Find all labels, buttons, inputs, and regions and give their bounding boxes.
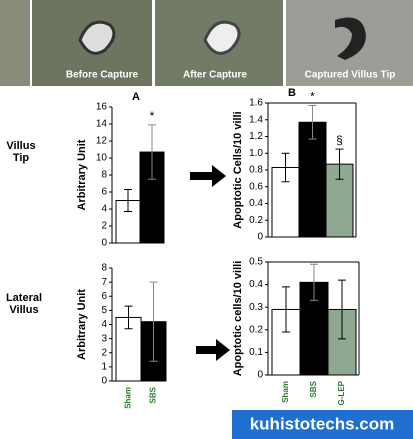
y-tick-label: 0.5	[249, 257, 263, 268]
x-tick-label: SBS	[149, 386, 158, 403]
error-bar	[335, 148, 344, 180]
y-axis-label: Apoptotic cells/10 villi	[232, 261, 244, 377]
error-bar	[310, 263, 318, 301]
y-tick-label: 8	[101, 263, 107, 274]
y-tick-label: 4	[101, 204, 107, 215]
caption: Before Capture	[66, 70, 139, 81]
y-tick-label: 3	[101, 333, 107, 344]
villus	[78, 20, 116, 55]
y-tick-label: 0	[101, 238, 107, 249]
y-tick-label: 14	[96, 119, 108, 130]
y-tick-label: 1.2	[249, 131, 263, 142]
y-tick-label: 1.6	[249, 98, 263, 109]
error-bar	[338, 279, 346, 340]
y-tick-label: 4	[101, 319, 107, 330]
photo	[286, 0, 413, 86]
villus-tip	[335, 17, 366, 61]
y-tick-label: 8	[101, 170, 107, 181]
error-bar	[124, 188, 132, 213]
x-tick-label: Sham	[124, 387, 133, 409]
row-label-box: Lateral Villus	[5, 292, 43, 316]
y-tick-label: 16	[96, 102, 108, 113]
row-label: Lateral Villus	[5, 292, 43, 316]
row-label-box: Villus Tip	[6, 140, 36, 164]
bar	[298, 121, 327, 238]
panel-label: B	[288, 87, 296, 99]
y-tick-label: 0.6	[249, 181, 263, 192]
error-bar	[282, 286, 290, 333]
x-tick-label: SBS	[309, 380, 318, 397]
y-tick-label: 0	[257, 232, 263, 243]
annotation: *	[150, 109, 155, 123]
arrow	[196, 339, 230, 361]
x-tick-label: G-LEP	[337, 380, 346, 405]
error-bar	[124, 305, 133, 330]
y-tick-label: 5	[101, 305, 107, 316]
y-tick-label: 0	[257, 370, 263, 381]
y-tick-label: 0.1	[249, 347, 263, 358]
y-tick-label: 2	[101, 347, 107, 358]
y-tick-label: 0.2	[249, 324, 263, 335]
y-tick-label: 0.3	[249, 302, 263, 313]
y-tick-label: 1	[101, 362, 107, 373]
y-tick-label: 0.2	[249, 215, 263, 226]
annotation: *	[310, 90, 315, 104]
y-axis-label: Arbitrary Unit	[76, 139, 88, 210]
y-tick-label: 0.4	[249, 198, 263, 209]
x-tick-label: Sham	[281, 381, 290, 403]
caption: Captured Villus Tip	[305, 70, 396, 81]
y-tick-label: 1.0	[249, 148, 263, 159]
image-strip: Before Capture After Capture Captured Vi…	[0, 0, 413, 86]
caption: After Capture	[183, 70, 247, 81]
y-tick-label: 0.4	[249, 279, 263, 290]
y-tick-label: 12	[96, 136, 108, 147]
error-bar	[149, 281, 158, 362]
watermark-box	[232, 410, 413, 439]
villus	[203, 20, 241, 55]
y-tick-label: 6	[101, 187, 107, 198]
y-tick-label: 2	[101, 221, 107, 232]
row-label: Villus Tip	[6, 140, 36, 164]
panel-label: A	[132, 91, 140, 103]
y-tick-label: 6	[101, 291, 107, 302]
watermark: kuhistotechs.com	[250, 414, 395, 433]
ruler	[0, 0, 30, 86]
arrow	[190, 165, 226, 187]
error-bar	[308, 105, 317, 140]
annotation: §	[336, 133, 343, 147]
y-tick-label: 1.4	[249, 114, 263, 125]
y-axis-label: Apoptotic Cells/10 villi	[232, 111, 244, 228]
y-tick-label: 0.8	[249, 165, 263, 176]
error-bar	[281, 152, 290, 183]
y-axis-label: Arbitrary Unit	[76, 289, 88, 360]
y-tick-label: 7	[101, 277, 107, 288]
y-tick-label: 10	[96, 153, 108, 164]
y-tick-label: 0	[101, 376, 107, 387]
error-bar	[148, 124, 156, 180]
